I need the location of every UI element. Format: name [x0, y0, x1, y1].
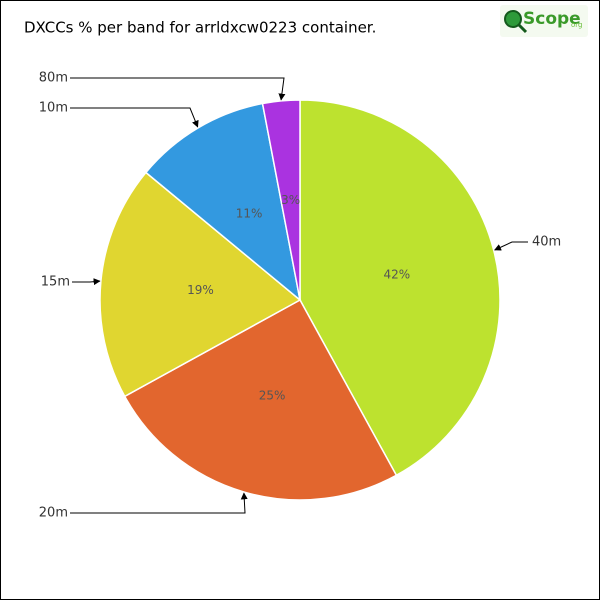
slice-label: 20m: [39, 506, 68, 521]
logo: Scope org: [500, 5, 588, 37]
logo-icon-handle: [517, 23, 528, 34]
logo-suffix: org: [571, 21, 582, 29]
value-label: 19%: [187, 283, 214, 297]
pie-slice: [261, 99, 301, 301]
chart-title: DXCCs % per band for arrldxcw0223 contai…: [24, 19, 376, 37]
leader-line: [494, 241, 528, 251]
logo-icon: [504, 10, 522, 28]
value-label: 3%: [281, 193, 300, 207]
slice-label: 10m: [39, 101, 68, 116]
slice-label: 80m: [39, 71, 68, 86]
pie-slice: [144, 102, 302, 302]
value-label: 11%: [236, 206, 263, 220]
slice-label: 15m: [41, 275, 70, 290]
leader-line: [72, 278, 101, 286]
leader-line: [70, 492, 248, 514]
value-label: 25%: [259, 389, 286, 403]
pie-slice: [123, 298, 398, 501]
slice-label: 40m: [532, 235, 561, 250]
pie-slice: [99, 171, 302, 398]
pie-slice: [299, 99, 501, 477]
leader-line: [70, 77, 286, 101]
logo-text: Scope: [523, 9, 581, 29]
value-label: 42%: [384, 268, 411, 282]
leader-line: [70, 107, 199, 128]
